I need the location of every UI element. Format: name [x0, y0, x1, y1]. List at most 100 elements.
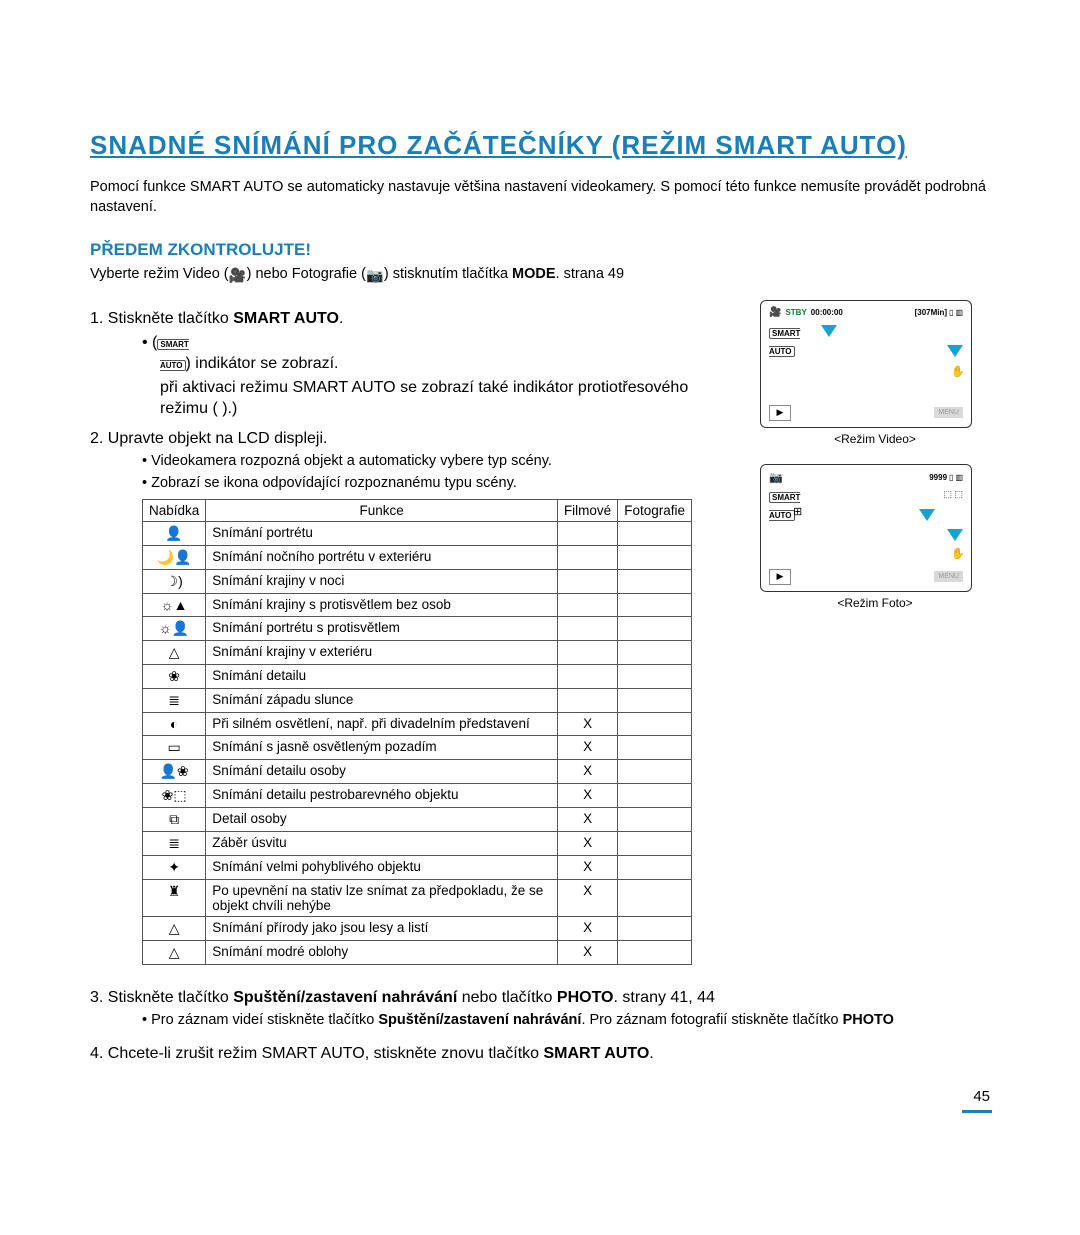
row-icon: 🌙👤	[143, 546, 206, 570]
row-function: Snímání západu slunce	[206, 689, 558, 713]
row-function: Snímání detailu	[206, 665, 558, 689]
rec-icon: 🎥	[769, 307, 781, 318]
row-movie	[557, 665, 617, 689]
card-icon: ▯	[949, 308, 953, 317]
row-function: Snímání detailu osoby	[206, 760, 558, 784]
video-mode-screen: 🎥 STBY 00:00:00 [307Min] ▯ ▥ SMARTAUTO ✋…	[760, 300, 972, 428]
table-header: Nabídka	[143, 500, 206, 522]
row-icon: ♜	[143, 880, 206, 917]
row-movie: X	[557, 736, 617, 760]
res-icon: ⬚ ⬚	[943, 489, 963, 500]
table-row: ▭Snímání s jasně osvětleným pozadímX	[143, 736, 692, 760]
photo-button-label: PHOTO	[557, 989, 614, 1006]
row-icon: 👤❀	[143, 760, 206, 784]
row-movie: X	[557, 832, 617, 856]
right-column: 🎥 STBY 00:00:00 [307Min] ▯ ▥ SMARTAUTO ✋…	[760, 300, 990, 628]
left-column: 1. Stiskněte tlačítko SMART AUTO. (SMART…	[90, 300, 734, 980]
step-1-text-c: .	[339, 310, 343, 327]
menu-button[interactable]: MENU	[934, 407, 963, 418]
step-1: 1. Stiskněte tlačítko SMART AUTO.	[118, 310, 734, 328]
row-photo	[618, 880, 692, 917]
table-row: ❀Snímání detailu	[143, 665, 692, 689]
row-function: Snímání detailu pestrobarevného objektu	[206, 784, 558, 808]
row-function: Snímání nočního portrétu v exteriéru	[206, 546, 558, 570]
video-screen-caption: <Režim Video>	[760, 432, 990, 446]
row-photo	[618, 665, 692, 689]
table-row: △Snímání krajiny v exteriéru	[143, 641, 692, 665]
row-movie: X	[557, 917, 617, 941]
row-movie	[557, 617, 617, 641]
row-icon: ⧉	[143, 808, 206, 832]
row-movie	[557, 594, 617, 617]
row-photo	[618, 784, 692, 808]
precheck-instruction: Vyberte režim Video (🎥) nebo Fotografie …	[90, 266, 990, 282]
table-row: ☼▲Snímání krajiny s protisvětlem bez oso…	[143, 594, 692, 617]
row-movie	[557, 570, 617, 594]
photo-mode-screen: 📷 9999 ▯ ▥ SMARTAUTO ⬚ ⬚ ⊞ ✋ ▶ MENU	[760, 464, 972, 592]
record-button-label: Spuštění/zastavení nahrávání	[233, 989, 457, 1006]
menu-button-2[interactable]: MENU	[934, 571, 963, 582]
step-2-sub-2: Zobrazí se ikona odpovídající rozpoznané…	[160, 474, 734, 494]
row-icon: ≣	[143, 689, 206, 713]
row-movie	[557, 641, 617, 665]
manual-page: SNADNÉ SNÍMÁNÍ PRO ZAČÁTEČNÍKY (REŽIM SM…	[0, 0, 1080, 1127]
table-row: ☽)Snímání krajiny v noci	[143, 570, 692, 594]
photo-screen-caption: <Režim Foto>	[760, 596, 990, 610]
row-function: Záběr úsvitu	[206, 832, 558, 856]
row-movie: X	[557, 941, 617, 965]
play-button[interactable]: ▶	[769, 405, 791, 421]
table-row: ◐Při silném osvětlení, např. při divadel…	[143, 713, 692, 736]
s3s-c: . Pro záznam fotografií stiskněte tlačít…	[581, 1012, 842, 1028]
arrow-icon-2	[947, 345, 963, 357]
table-row: △Snímání přírody jako jsou lesy a listíX	[143, 917, 692, 941]
row-function: Snímání portrétu s protisvětlem	[206, 617, 558, 641]
row-photo	[618, 941, 692, 965]
table-row: △Snímání modré oblohyX	[143, 941, 692, 965]
stabilizer-icon: ✋	[951, 365, 965, 378]
table-header: Filmové	[557, 500, 617, 522]
smart-auto-icon: SMARTAUTO	[157, 339, 188, 372]
step-3-sub: Pro záznam videí stiskněte tlačítko Spuš…	[160, 1011, 990, 1031]
step-1-sub-1: (SMARTAUTO) indikátor se zobrazí.	[160, 332, 734, 375]
rec-time: 00:00:00	[811, 308, 843, 317]
row-function: Snímání s jasně osvětleným pozadím	[206, 736, 558, 760]
row-photo	[618, 522, 692, 546]
row-movie	[557, 522, 617, 546]
step-4: 4. Chcete-li zrušit režim SMART AUTO, st…	[118, 1045, 990, 1063]
card-icon-2: ▯	[949, 473, 953, 482]
row-icon: ☼▲	[143, 594, 206, 617]
page-accent	[962, 1110, 992, 1113]
step3-c: nebo tlačítko	[457, 989, 557, 1006]
row-icon: △	[143, 941, 206, 965]
step-2-text: Upravte objekt na LCD displeji.	[103, 430, 327, 447]
page-title: SNADNÉ SNÍMÁNÍ PRO ZAČÁTEČNÍKY (REŽIM SM…	[90, 130, 990, 161]
table-row: ☼👤Snímání portrétu s protisvětlem	[143, 617, 692, 641]
row-photo	[618, 917, 692, 941]
stabilizer-icon-2: ✋	[951, 547, 965, 560]
row-icon: ≣	[143, 832, 206, 856]
page-number: 45	[973, 1088, 990, 1105]
arrow-icon-3	[919, 509, 935, 521]
grid-icon: ⊞	[793, 505, 802, 518]
row-photo	[618, 808, 692, 832]
row-photo	[618, 713, 692, 736]
table-row: ♜Po upevnění na stativ lze snímat za pře…	[143, 880, 692, 917]
play-button-2[interactable]: ▶	[769, 569, 791, 585]
row-function: Snímání modré oblohy	[206, 941, 558, 965]
mode-button-label: MODE	[512, 266, 556, 282]
row-icon: ❀	[143, 665, 206, 689]
photo-mode-icon: 📷	[366, 267, 384, 279]
remain-time: [307Min]	[915, 308, 947, 317]
row-function: Po upevnění na stativ lze snímat za před…	[206, 880, 558, 917]
step-4-number: 4.	[90, 1045, 103, 1062]
row-movie	[557, 689, 617, 713]
step-1-sub-2: při aktivaci režimu SMART AUTO se zobraz…	[160, 377, 734, 420]
s3s-b: Spuštění/zastavení nahrávání	[378, 1012, 581, 1028]
row-icon: ☽)	[143, 570, 206, 594]
row-photo	[618, 689, 692, 713]
step-3-number: 3.	[90, 989, 103, 1006]
stby-label: STBY	[785, 308, 806, 317]
row-photo	[618, 832, 692, 856]
row-function: Snímání krajiny v exteriéru	[206, 641, 558, 665]
row-movie: X	[557, 880, 617, 917]
